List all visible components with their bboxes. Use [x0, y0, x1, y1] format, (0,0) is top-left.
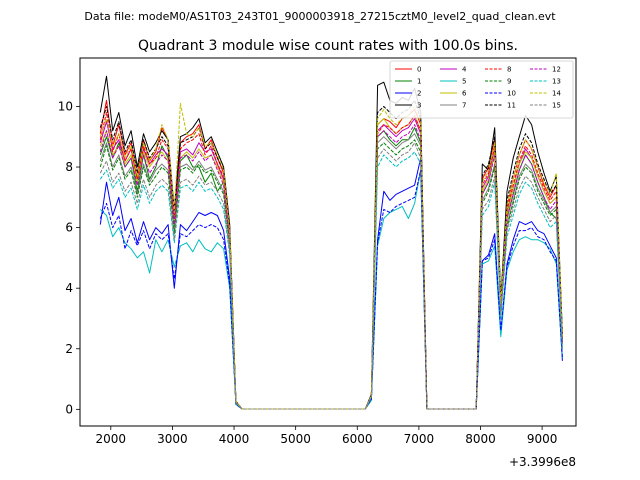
legend-label-8: 8 — [507, 66, 511, 74]
y-tick-label: 0 — [65, 402, 73, 416]
legend-label-14: 14 — [552, 90, 561, 98]
x-tick-label: 4000 — [219, 432, 250, 446]
legend-label-5: 5 — [462, 78, 466, 86]
y-tick-label: 6 — [65, 221, 73, 235]
x-tick-label: 6000 — [342, 432, 373, 446]
legend-label-7: 7 — [462, 102, 466, 110]
y-tick-label: 8 — [65, 160, 73, 174]
legend-label-2: 2 — [417, 90, 421, 98]
series-line-15 — [99, 142, 563, 410]
series-line-14 — [99, 102, 563, 410]
x-tick-label: 8000 — [465, 432, 496, 446]
legend-label-0: 0 — [417, 66, 421, 74]
legend-label-11: 11 — [507, 102, 516, 110]
chart-title: Quadrant 3 module wise count rates with … — [138, 38, 518, 54]
legend-label-15: 15 — [552, 102, 561, 110]
x-axis-offset-label: +3.3996e8 — [509, 455, 576, 469]
legend-label-4: 4 — [462, 66, 467, 74]
legend-label-9: 9 — [507, 78, 511, 86]
x-tick-label: 2000 — [96, 432, 127, 446]
x-tick-label: 5000 — [280, 432, 311, 446]
axes-frame — [79, 57, 577, 427]
y-tick-label: 10 — [58, 99, 73, 113]
legend-label-3: 3 — [417, 102, 421, 110]
x-axis: 2000 3000 4000 5000 6000 7000 8000 9000 — [96, 426, 558, 446]
legend-label-10: 10 — [507, 90, 516, 98]
x-tick-label: 9000 — [527, 432, 558, 446]
y-tick-label: 2 — [65, 342, 73, 356]
x-tick-label: 7000 — [404, 432, 435, 446]
legend-label-6: 6 — [462, 90, 467, 98]
series-line-5 — [99, 169, 563, 410]
figure-suptitle: Data file: modeM0/AS1T03_243T01_90000039… — [84, 10, 556, 23]
legend-label-1: 1 — [417, 78, 421, 86]
x-tick-label: 3000 — [157, 432, 188, 446]
legend-frame — [389, 60, 574, 119]
legend-label-13: 13 — [552, 78, 561, 86]
plot-area — [99, 75, 563, 410]
y-tick-label: 4 — [65, 281, 73, 295]
legend-label-12: 12 — [552, 66, 561, 74]
y-axis: 0 2 4 6 8 10 — [58, 99, 80, 416]
